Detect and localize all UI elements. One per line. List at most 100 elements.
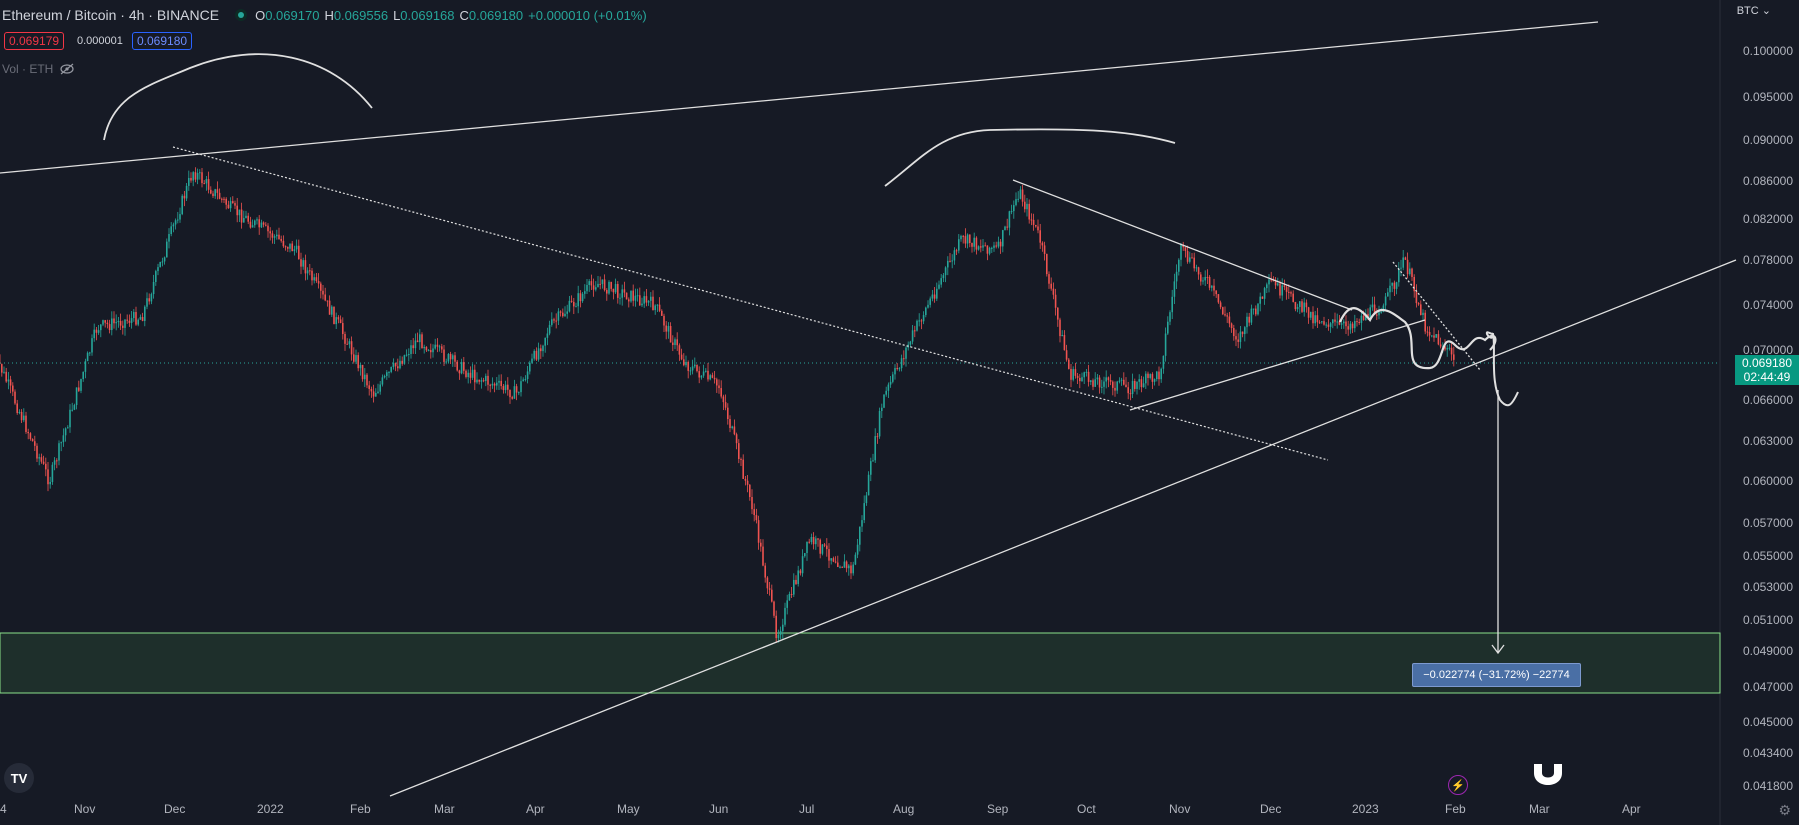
candle-body [1332,319,1334,324]
candle-body [588,281,590,286]
currency-selector[interactable]: BTC ⌄ [1736,5,1771,17]
candle-body [720,388,722,397]
symbol-title[interactable]: Ethereum / Bitcoin · 4h · BINANCE [2,7,220,23]
candle-body [801,556,804,574]
candle-body [311,270,313,281]
wedge-bottom-line [1129,319,1426,411]
candle-body [1444,346,1446,350]
candle-body [27,431,29,434]
candle-body [1131,380,1134,394]
eye-hidden-icon[interactable] [59,63,75,75]
ohlc-change: +0.000010 (+0.01%) [528,7,647,23]
candle-body [331,306,333,315]
drawings [0,21,1737,797]
candle-body [47,469,49,485]
candle-body [1294,301,1297,310]
candle-body [1219,302,1222,308]
candle-body [667,325,670,332]
candle-body [1327,324,1330,327]
candle-body [456,361,458,371]
lightning-icon[interactable]: ⚡ [1448,775,1468,795]
candle-body [918,320,920,322]
candle-body [1213,285,1215,291]
candle-body [614,284,617,293]
candle-body [938,284,940,289]
gear-icon[interactable]: ⚙ [1778,802,1791,818]
candle-body [731,426,733,429]
volume-legend[interactable]: Vol · ETH [2,62,75,76]
candle-body [515,386,518,393]
candle-body [1184,247,1187,252]
candle-body [1417,303,1420,305]
candle-body [168,234,170,242]
candle-body [161,261,164,263]
wedge-top-line [1012,179,1353,311]
candle-body [1021,189,1024,202]
candle-body [1063,334,1066,351]
candle-body [1446,348,1448,350]
candle-body [36,445,38,459]
price-tick-label: 0.047000 [1742,680,1793,694]
candle-body [1351,323,1354,329]
candle-body [67,427,69,429]
magnet-icon[interactable] [1530,755,1566,791]
tradingview-logo[interactable]: TV [4,763,34,793]
candle-body [999,241,1002,247]
candle-body [1193,257,1195,269]
candle-body [1103,381,1105,387]
candle-body [691,366,694,371]
candle-body [713,377,716,380]
candle-body [1389,285,1391,293]
candle-body [108,324,111,331]
candle-body [75,387,78,406]
candle-body [1241,331,1244,335]
candle-body [355,355,357,362]
time-tick-label: Feb [350,802,371,816]
measure-label[interactable]: −0.022774 (−31.72%) −22774 [1412,663,1581,687]
candle-body [20,411,23,421]
candle-body [3,371,5,373]
candle-body [535,350,538,360]
candle-body [474,369,476,383]
candle-body [16,403,18,413]
candle-body [302,260,304,267]
candle-body [1017,198,1019,200]
candle-body [465,370,467,378]
candle-body [942,275,945,279]
arc-left [103,53,373,141]
candle-body [69,409,71,428]
candle-body [1134,380,1136,389]
buy-price-button[interactable]: 0.069180 [132,32,193,50]
price-tick-label: 0.063000 [1742,434,1793,448]
candle-body [570,300,573,302]
candle-body [755,515,758,521]
candle-body [876,436,879,438]
candle-body [1345,321,1347,327]
candle-body [922,315,925,322]
candle-body [1400,267,1402,269]
sell-price-button[interactable]: 0.069179 [4,32,65,50]
arc-right [884,128,1176,187]
candle-body [656,304,659,306]
candle-body [45,463,47,470]
candle-body [1263,288,1266,299]
candle-body [566,311,568,314]
candle-body [379,384,381,392]
candle-body [1142,383,1145,388]
candle-body [1149,374,1151,378]
market-status-icon [235,9,248,21]
candle-body [1096,377,1099,380]
candle-body [1422,312,1424,316]
candle-body [958,239,960,251]
candle-body [1376,314,1378,316]
candle-body [997,241,1000,247]
candle-body [988,247,991,254]
candle-body [1002,230,1004,247]
candle-body [133,312,135,319]
candle-body [139,317,142,320]
candle-body [128,320,131,323]
candle-body [513,386,516,399]
candle-body [31,438,34,442]
